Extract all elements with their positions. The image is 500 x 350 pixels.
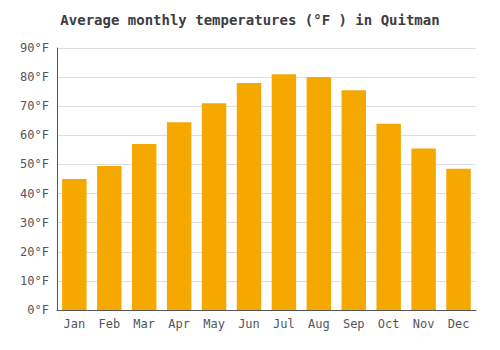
svg-text:Feb: Feb	[98, 317, 120, 331]
svg-text:90°F: 90°F	[20, 41, 49, 55]
svg-text:Average monthly temperatures (: Average monthly temperatures (°F ) in Qu…	[60, 12, 439, 28]
svg-text:Jul: Jul	[273, 317, 295, 331]
svg-text:30°F: 30°F	[20, 216, 49, 230]
svg-text:80°F: 80°F	[20, 70, 49, 84]
svg-text:Nov: Nov	[413, 317, 435, 331]
svg-text:Mar: Mar	[133, 317, 155, 331]
svg-text:Jun: Jun	[238, 317, 260, 331]
svg-text:Dec: Dec	[448, 317, 470, 331]
svg-text:0°F: 0°F	[27, 303, 49, 317]
svg-text:40°F: 40°F	[20, 187, 49, 201]
svg-text:50°F: 50°F	[20, 157, 49, 171]
svg-text:70°F: 70°F	[20, 99, 49, 113]
svg-text:60°F: 60°F	[20, 128, 49, 142]
svg-text:20°F: 20°F	[20, 245, 49, 259]
svg-text:10°F: 10°F	[20, 274, 49, 288]
svg-text:Apr: Apr	[168, 317, 190, 331]
svg-text:Sep: Sep	[343, 317, 365, 331]
svg-text:Jan: Jan	[64, 317, 86, 331]
svg-text:Aug: Aug	[308, 317, 330, 331]
svg-text:May: May	[203, 317, 225, 331]
svg-text:Oct: Oct	[378, 317, 400, 331]
